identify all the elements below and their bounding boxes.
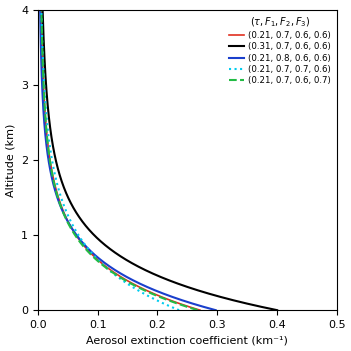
(0.31, 0.7, 0.6, 0.6)	[57, 170, 61, 174]
(0.31, 0.7, 0.6, 0.6)	[41, 16, 45, 21]
(0.21, 0.7, 0.6, 0.7)	[49, 170, 54, 174]
(0.21, 0.8, 0.6, 0.6)	[165, 293, 169, 297]
(0.21, 0.7, 0.7, 0.6)	[39, 16, 44, 21]
X-axis label: Aerosol extinction coefficient (km⁻¹): Aerosol extinction coefficient (km⁻¹)	[86, 336, 288, 345]
Line: (0.21, 0.7, 0.6, 0.6): (0.21, 0.7, 0.6, 0.6)	[41, 9, 200, 310]
(0.21, 0.7, 0.6, 0.7)	[39, 16, 44, 20]
(0.21, 0.8, 0.6, 0.6)	[40, 71, 44, 75]
(0.21, 0.8, 0.6, 0.6)	[38, 16, 42, 21]
(0.21, 0.7, 0.7, 0.6)	[51, 162, 55, 166]
(0.21, 0.7, 0.7, 0.6)	[41, 71, 46, 75]
(0.21, 0.7, 0.6, 0.6)	[39, 16, 44, 21]
(0.21, 0.7, 0.6, 0.6)	[39, 7, 43, 12]
(0.21, 0.8, 0.6, 0.6)	[38, 7, 42, 12]
(0.21, 0.7, 0.6, 0.6)	[198, 308, 202, 312]
(0.21, 0.7, 0.6, 0.7)	[152, 293, 157, 297]
Line: (0.21, 0.7, 0.6, 0.7): (0.21, 0.7, 0.6, 0.7)	[41, 9, 198, 310]
Line: (0.21, 0.8, 0.6, 0.6): (0.21, 0.8, 0.6, 0.6)	[40, 9, 216, 310]
Y-axis label: Altitude (km): Altitude (km)	[6, 123, 15, 197]
(0.21, 0.7, 0.6, 0.7)	[48, 162, 53, 166]
(0.31, 0.7, 0.6, 0.6)	[43, 71, 47, 75]
(0.21, 0.7, 0.6, 0.7)	[196, 308, 200, 312]
(0.21, 0.7, 0.6, 0.7)	[39, 7, 44, 12]
(0.21, 0.7, 0.7, 0.6)	[52, 170, 57, 174]
(0.21, 0.7, 0.6, 0.7)	[41, 71, 45, 75]
(0.21, 0.7, 0.6, 0.6)	[154, 293, 159, 297]
(0.31, 0.7, 0.6, 0.6)	[211, 293, 215, 297]
(0.21, 0.7, 0.6, 0.6)	[50, 170, 54, 174]
(0.21, 0.7, 0.7, 0.6)	[39, 7, 44, 12]
(0.21, 0.7, 0.6, 0.6)	[48, 162, 53, 166]
(0.21, 0.8, 0.6, 0.6)	[48, 170, 53, 174]
(0.31, 0.7, 0.6, 0.6)	[41, 16, 45, 20]
(0.21, 0.7, 0.6, 0.6)	[39, 16, 44, 20]
(0.31, 0.7, 0.6, 0.6)	[40, 7, 45, 12]
(0.31, 0.7, 0.6, 0.6)	[55, 162, 59, 166]
Line: (0.31, 0.7, 0.6, 0.6): (0.31, 0.7, 0.6, 0.6)	[42, 9, 277, 310]
(0.21, 0.7, 0.7, 0.6)	[144, 293, 148, 297]
(0.31, 0.7, 0.6, 0.6)	[275, 308, 279, 312]
(0.21, 0.7, 0.6, 0.7)	[39, 16, 44, 21]
(0.21, 0.8, 0.6, 0.6)	[213, 308, 218, 312]
(0.21, 0.8, 0.6, 0.6)	[38, 16, 42, 20]
(0.21, 0.7, 0.6, 0.6)	[41, 71, 45, 75]
(0.21, 0.7, 0.7, 0.6)	[39, 16, 44, 20]
(0.21, 0.7, 0.7, 0.6)	[177, 308, 181, 312]
Line: (0.21, 0.7, 0.7, 0.6): (0.21, 0.7, 0.7, 0.6)	[41, 9, 179, 310]
Legend: (0.21, 0.7, 0.6, 0.6), (0.31, 0.7, 0.6, 0.6), (0.21, 0.8, 0.6, 0.6), (0.21, 0.7,: (0.21, 0.7, 0.6, 0.6), (0.31, 0.7, 0.6, …	[225, 12, 334, 88]
(0.21, 0.8, 0.6, 0.6)	[47, 162, 51, 166]
